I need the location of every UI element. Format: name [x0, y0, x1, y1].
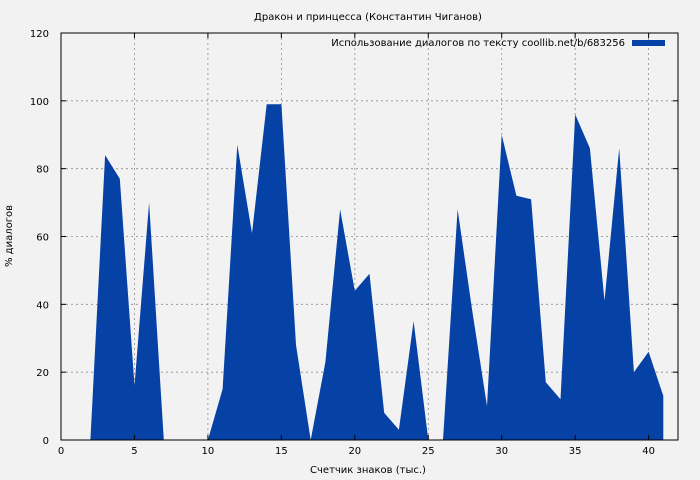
chart-title: Дракон и принцесса (Константин Чиганов): [254, 12, 482, 23]
x-tick-label: 20: [348, 446, 361, 457]
legend-swatch: [632, 40, 665, 46]
y-tick-label: 80: [36, 165, 49, 176]
x-tick-label: 40: [642, 446, 655, 457]
y-tick-label: 120: [30, 29, 49, 40]
y-tick-label: 40: [36, 300, 49, 311]
x-axis-label: Счетчик знаков (тыс.): [310, 465, 426, 476]
x-tick-label: 15: [275, 446, 288, 457]
x-tick-label: 35: [569, 446, 582, 457]
legend-label: Использование диалогов по тексту coollib…: [331, 38, 625, 49]
y-tick-label: 60: [36, 233, 49, 244]
x-tick-label: 5: [131, 446, 137, 457]
x-tick-label: 0: [58, 446, 64, 457]
legend: Использование диалогов по тексту coollib…: [331, 38, 665, 49]
series-area-0: [90, 104, 664, 440]
axis-ticks: 0 5 10 15 20 25 30 35 40 0 20 40 60 80 100 120: [30, 29, 678, 457]
y-tick-label: 100: [30, 97, 49, 108]
x-tick-label: 10: [202, 446, 215, 457]
x-tick-label: 30: [495, 446, 508, 457]
y-axis-label: % диалогов: [4, 205, 15, 267]
y-tick-label: 0: [43, 436, 49, 447]
y-tick-label: 20: [36, 368, 49, 379]
x-tick-label: 25: [422, 446, 435, 457]
